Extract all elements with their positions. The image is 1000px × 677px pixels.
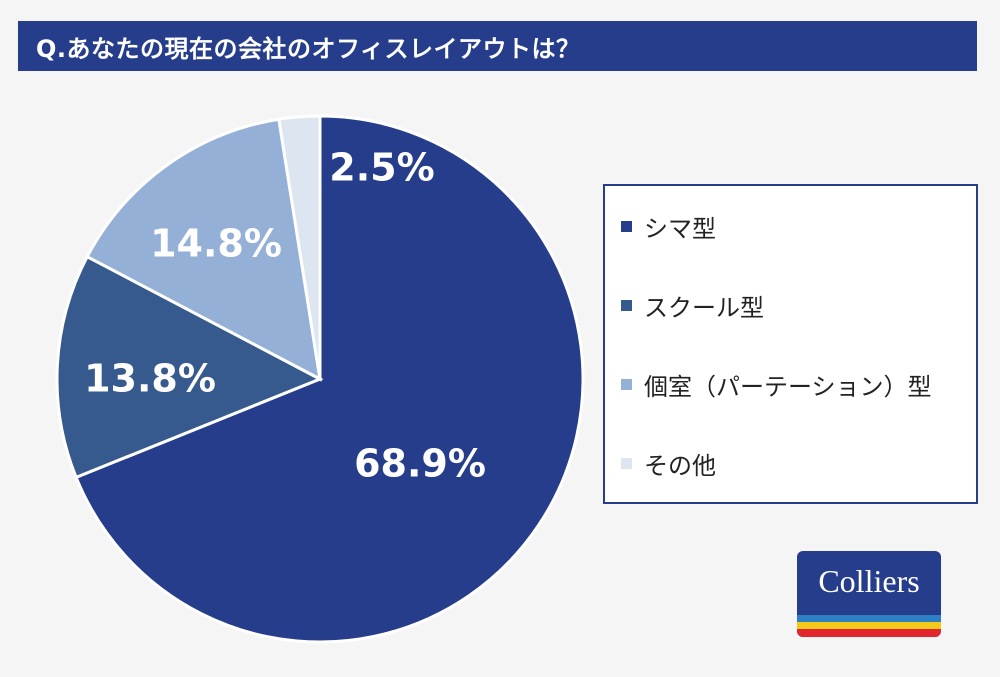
logo-stripe-blue [797,615,941,622]
slice-value-label-2: 13.8% [84,357,216,401]
legend-swatch-2 [621,299,632,311]
slice-value-label-3: 14.8% [150,222,282,266]
legend-label-4: その他 [644,451,716,480]
legend-item-3: 個室（パーテーション）型 [605,364,932,404]
legend-item-2: スクール型 [605,285,764,325]
pie-slice-4 [277,114,322,380]
pie-slice-1 [74,114,585,644]
pie-slice-2 [55,254,324,480]
chart-legend: シマ型スクール型個室（パーテーション）型 その他 [603,184,978,504]
colliers-logo: Colliers [797,551,941,637]
slice-value-label-1: 68.9% [354,442,486,486]
chart-title: Q.あなたの現在の会社のオフィスレイアウトは？ [36,34,581,63]
legend-item-1: シマ型 [605,206,716,246]
legend-swatch-3 [621,378,632,390]
legend-swatch-1 [621,220,632,232]
logo-text: Colliers [818,563,920,599]
legend-swatch-4 [621,457,632,469]
pie-slice-3 [85,117,322,382]
slice-value-label-4: 2.5% [329,146,434,190]
legend-label-2: スクール型 [644,293,764,322]
logo-stripe-red [797,629,941,637]
legend-label-3: 個室（パーテーション）型 [644,372,932,401]
legend-label-1: シマ型 [644,214,716,243]
legend-item-4: その他 [605,443,716,483]
logo-stripe-yellow [797,622,941,629]
chart-title-bar: Q.あなたの現在の会社のオフィスレイアウトは？ [18,21,977,71]
